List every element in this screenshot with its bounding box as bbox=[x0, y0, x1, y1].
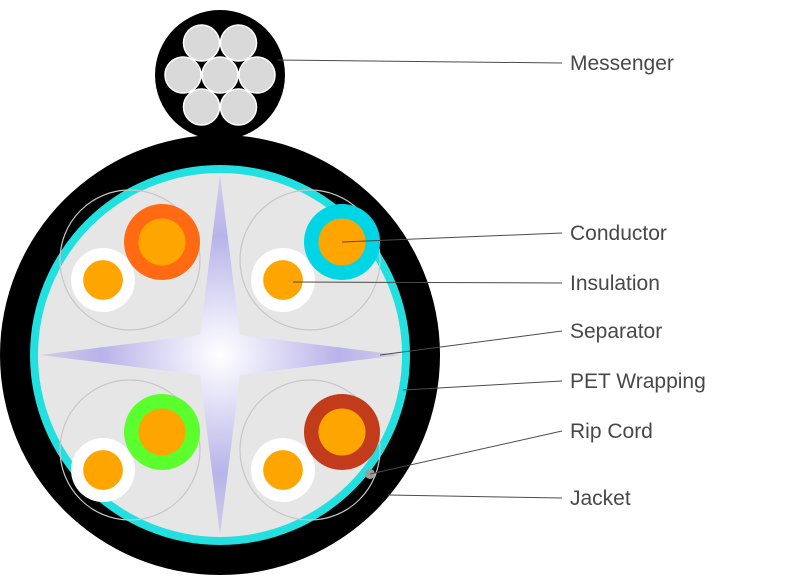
label-separator: Separator bbox=[570, 320, 662, 344]
label-petwrapping: PET Wrapping bbox=[570, 370, 706, 394]
label-insulation: Insulation bbox=[570, 272, 660, 296]
label-ripcord: Rip Cord bbox=[570, 420, 653, 444]
diagram-stage: Messenger Conductor Insulation Separator… bbox=[0, 0, 800, 587]
cable-cross-section-svg bbox=[0, 0, 800, 587]
label-conductor: Conductor bbox=[570, 222, 667, 246]
label-jacket: Jacket bbox=[570, 487, 631, 511]
label-messenger: Messenger bbox=[570, 52, 674, 76]
